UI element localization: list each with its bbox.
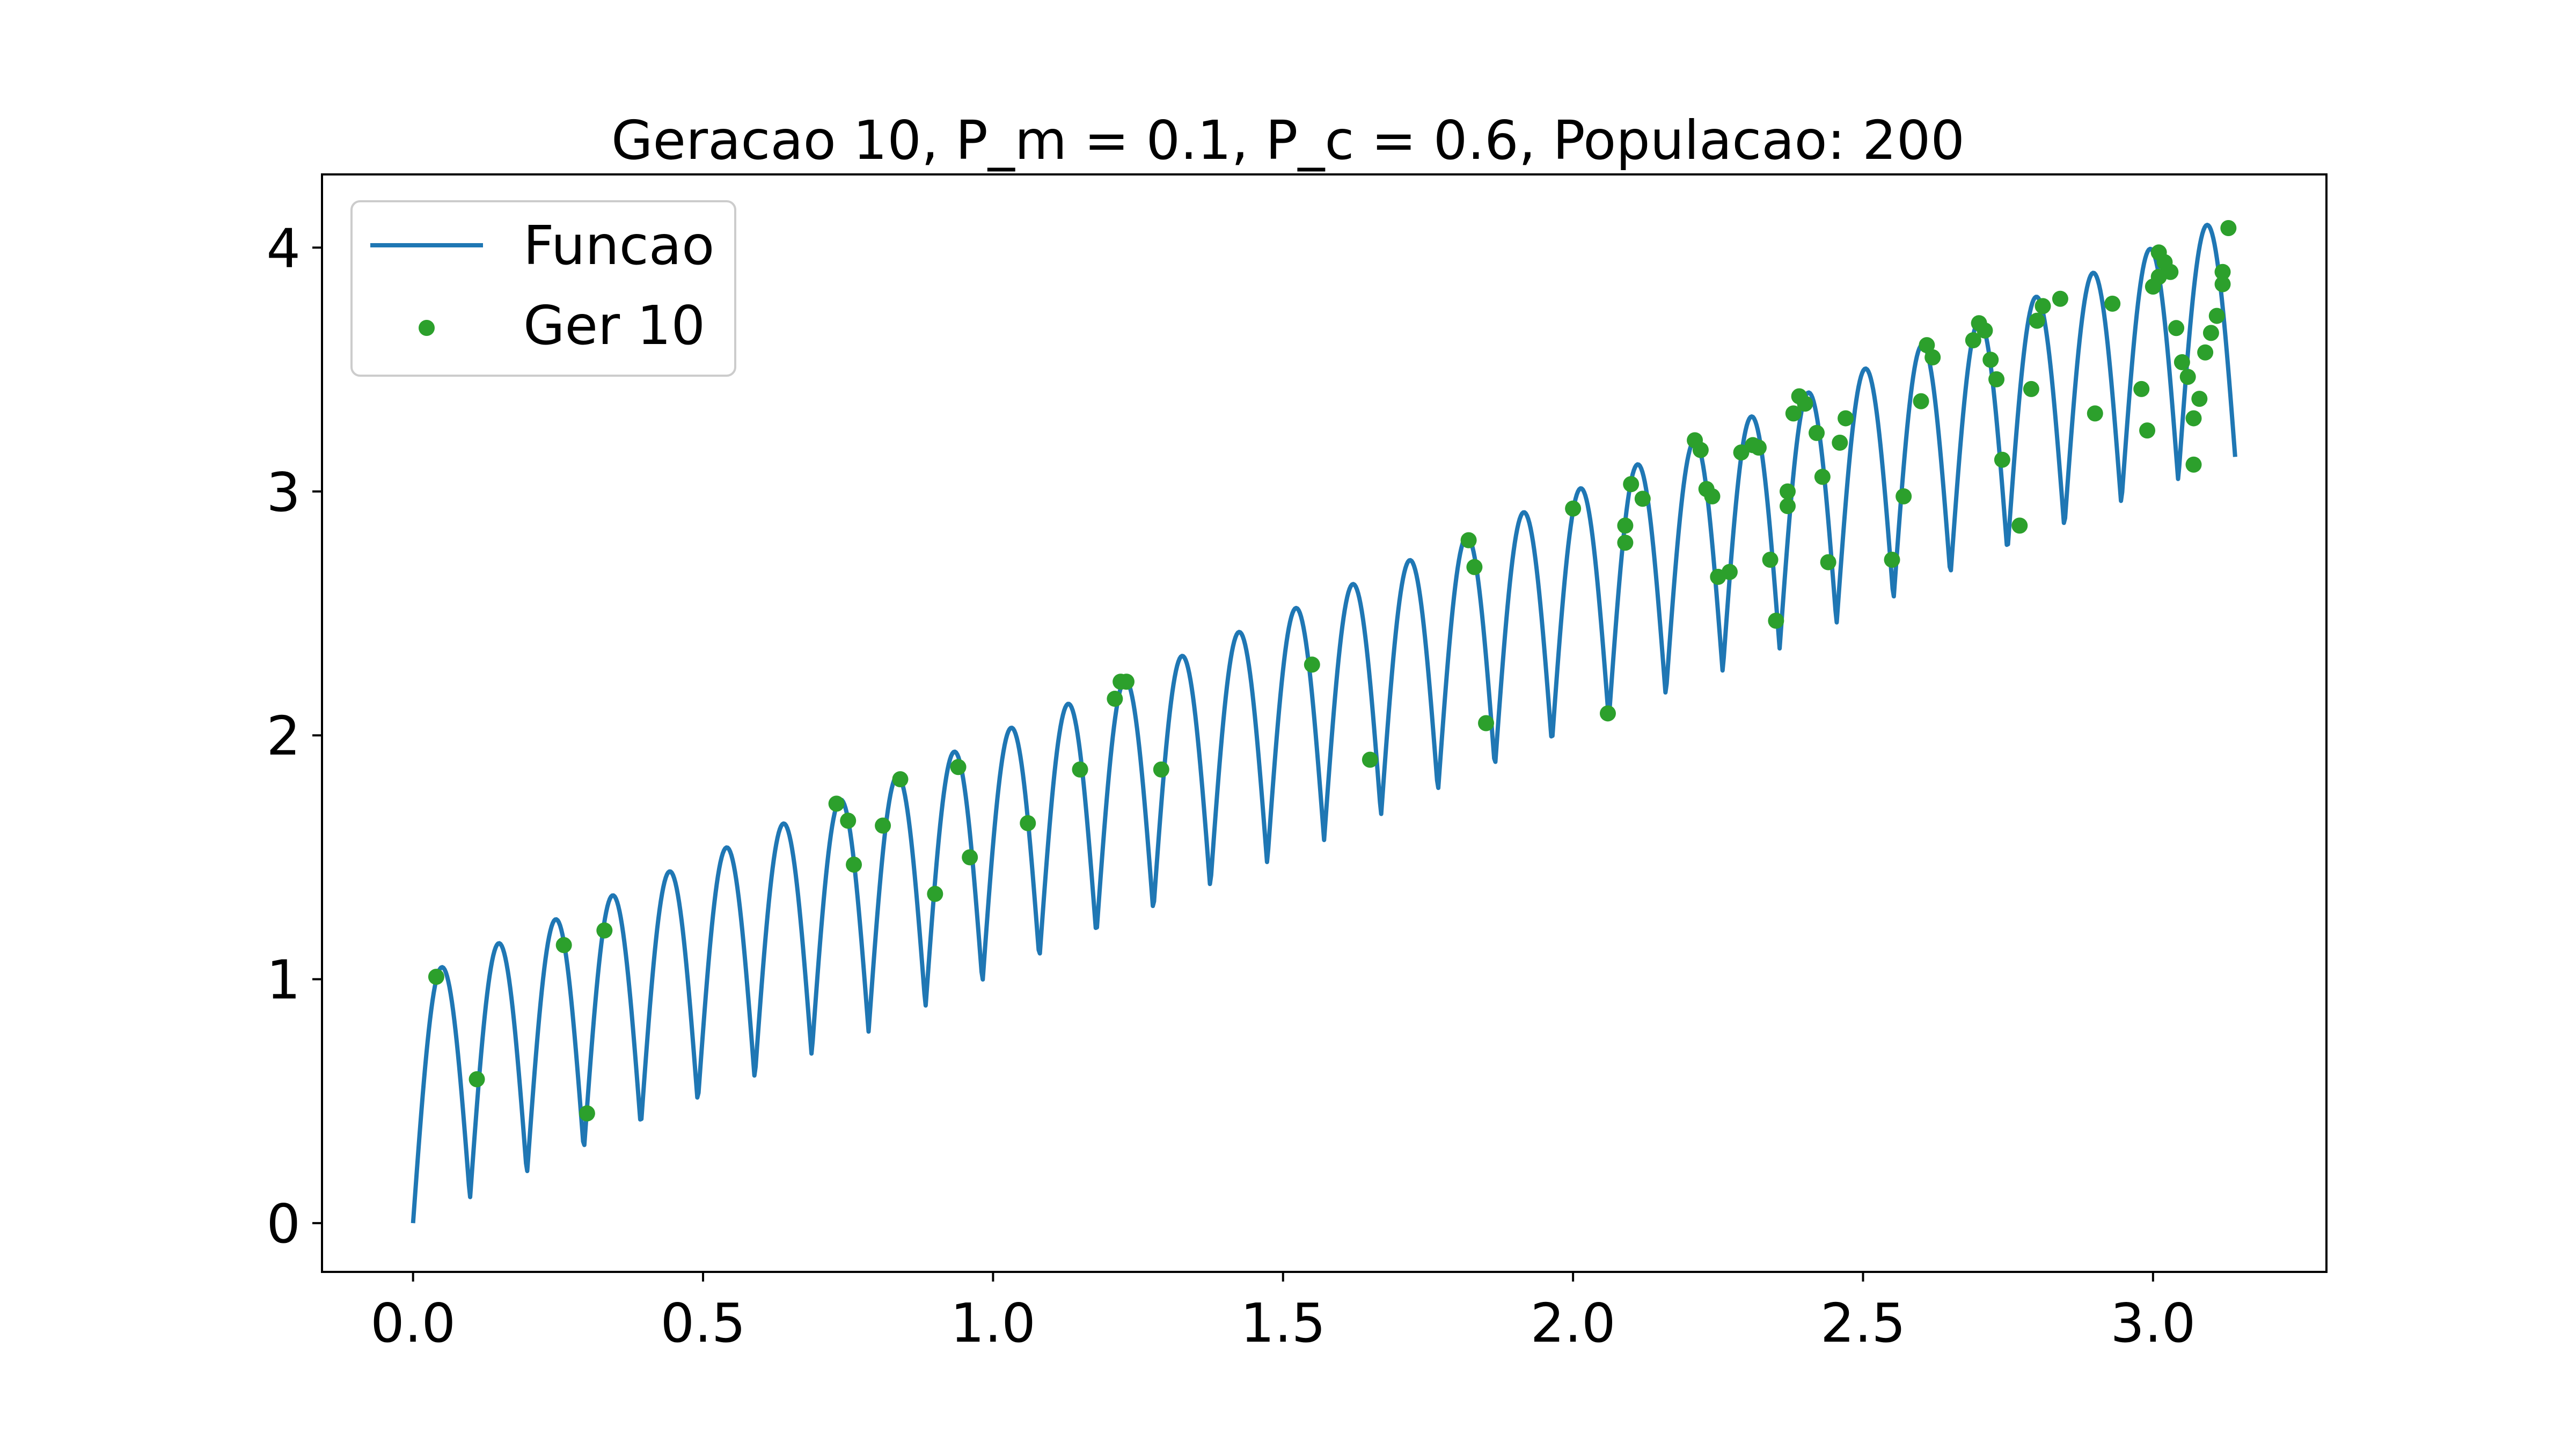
data-point <box>2214 264 2231 280</box>
x-tick-label: 1.0 <box>950 1292 1036 1355</box>
data-point <box>962 849 978 866</box>
data-point <box>1838 410 1854 427</box>
legend: Funcao Ger 10 <box>350 200 736 377</box>
data-point <box>2011 517 2028 534</box>
x-tick-label: 0.5 <box>661 1292 746 1355</box>
data-point <box>1913 393 1929 409</box>
data-point <box>1768 612 1784 629</box>
data-point <box>1965 332 1981 349</box>
legend-marker-swatch <box>419 320 435 336</box>
data-point <box>846 857 862 873</box>
axes: 0.0 0.5 1.0 1.5 2.0 2.5 3.0 0 1 2 3 4 <box>266 173 2328 1355</box>
data-point <box>1599 705 1616 722</box>
data-point <box>2087 405 2103 422</box>
data-point <box>2168 320 2185 336</box>
data-point <box>2133 380 2150 397</box>
data-point <box>1072 761 1088 778</box>
data-point <box>579 1105 595 1122</box>
data-point <box>596 922 613 939</box>
data-point <box>1721 564 1738 580</box>
data-point <box>1924 349 1941 365</box>
data-point <box>1107 691 1123 707</box>
data-point <box>1977 322 1993 339</box>
data-point <box>1809 425 1825 441</box>
data-point <box>1362 751 1378 768</box>
data-point <box>1478 715 1495 731</box>
data-point <box>1020 815 1036 831</box>
data-point <box>2035 298 2051 314</box>
y-tick-label: 0 <box>266 1192 301 1255</box>
data-point <box>2191 391 2208 407</box>
axes-frame <box>321 173 2328 1273</box>
data-point <box>840 813 857 829</box>
data-point <box>1460 532 1477 548</box>
data-point <box>1118 674 1135 690</box>
data-point <box>1820 554 1836 570</box>
data-point <box>1780 483 1796 500</box>
x-tick-label: 2.0 <box>1531 1292 1616 1355</box>
data-point <box>1785 405 1802 422</box>
data-point <box>2185 456 2202 473</box>
data-point <box>1704 488 1721 504</box>
chart-title: Geracao 10, P_m = 0.1, P_c = 0.6, Popula… <box>611 109 1965 172</box>
series-line-funcao <box>411 223 2237 1224</box>
data-point <box>1750 439 1767 456</box>
plot-area <box>411 219 2237 1224</box>
data-point <box>2179 369 2196 385</box>
data-point <box>1919 337 1935 354</box>
data-point <box>2174 354 2190 370</box>
data-point <box>1780 498 1796 515</box>
data-point <box>1565 500 1582 517</box>
y-tick-label: 4 <box>266 217 301 280</box>
data-point <box>1634 491 1651 507</box>
data-point <box>875 817 891 834</box>
data-point <box>1896 488 1912 504</box>
data-point <box>2029 312 2045 329</box>
data-point <box>1692 442 1709 458</box>
data-point <box>2104 295 2121 312</box>
data-point <box>2139 422 2156 439</box>
data-point <box>1304 656 1320 673</box>
data-point <box>1814 469 1831 485</box>
data-point <box>1617 517 1634 534</box>
legend-label-ger: Ger 10 <box>523 294 705 357</box>
data-point <box>1797 396 1813 412</box>
data-point <box>2023 380 2039 397</box>
data-point <box>1832 434 1848 451</box>
data-point <box>1153 761 1169 778</box>
data-point <box>555 937 572 954</box>
data-point <box>1617 535 1634 551</box>
data-point <box>2208 308 2225 324</box>
y-tick-label: 1 <box>266 949 301 1012</box>
legend-label-funcao: Funcao <box>523 214 714 277</box>
data-point <box>2052 290 2068 307</box>
data-point <box>927 885 943 902</box>
x-tick-label: 1.5 <box>1240 1292 1326 1355</box>
data-point <box>2197 344 2214 361</box>
data-point <box>892 771 909 788</box>
data-point <box>1982 352 1999 368</box>
y-tick-label: 3 <box>266 461 301 524</box>
data-point <box>2220 219 2237 236</box>
data-point <box>2162 264 2179 280</box>
data-point <box>2214 276 2231 292</box>
data-point <box>1466 559 1483 575</box>
data-point <box>1884 552 1900 568</box>
data-point <box>950 759 967 775</box>
data-point <box>1733 444 1750 461</box>
data-point <box>1762 552 1779 568</box>
data-point <box>1994 451 2010 468</box>
data-point <box>2202 325 2219 341</box>
x-tick-label: 0.0 <box>370 1292 456 1355</box>
x-tick-label: 2.5 <box>1820 1292 1906 1355</box>
y-tick-label: 2 <box>266 705 301 767</box>
data-point <box>1988 371 2005 387</box>
data-point <box>1623 476 1640 493</box>
x-tick-label: 3.0 <box>2110 1292 2196 1355</box>
data-point <box>2185 410 2202 427</box>
data-point <box>428 969 444 985</box>
data-point <box>828 795 845 812</box>
data-point <box>469 1071 485 1087</box>
